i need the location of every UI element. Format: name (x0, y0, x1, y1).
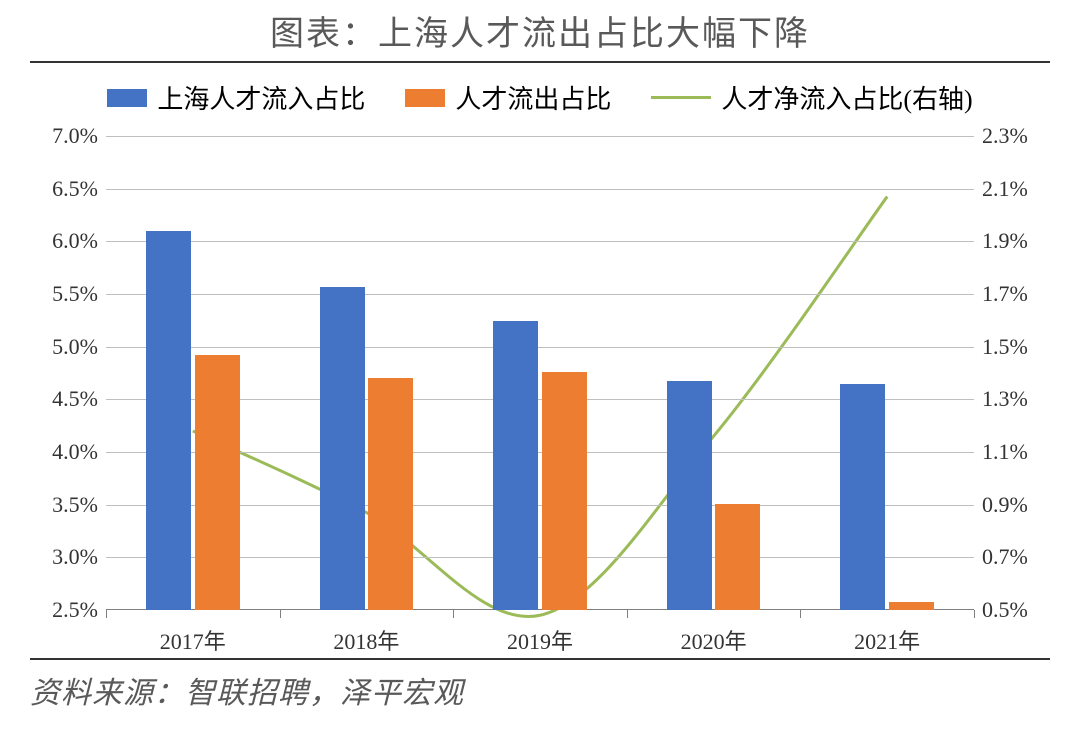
plot-area (106, 136, 974, 610)
y-right-tick: 0.9% (974, 492, 1050, 518)
y-right-tick: 1.7% (974, 281, 1050, 307)
net-line-path (193, 197, 887, 617)
x-tick-mark (280, 610, 281, 618)
y-left-tick: 2.5% (30, 597, 106, 623)
bar-inflow (320, 287, 365, 610)
y-left-tick: 4.5% (30, 386, 106, 412)
x-axis: 2017年 2018年 2019年 2020年 2021年 (106, 610, 974, 656)
x-tick-label: 2021年 (854, 624, 920, 656)
gridline (106, 136, 974, 137)
y-left-tick: 7.0% (30, 123, 106, 149)
x-tick-label: 2020年 (681, 624, 747, 656)
y-right-tick: 1.5% (974, 334, 1050, 360)
bar-outflow (889, 602, 934, 610)
x-tick-label: 2018年 (333, 624, 399, 656)
y-left-tick: 3.0% (30, 544, 106, 570)
y-axis-left: 2.5%3.0%3.5%4.0%4.5%5.0%5.5%6.0%6.5%7.0% (30, 136, 106, 610)
inflow-swatch (107, 89, 147, 107)
gridline (106, 347, 974, 348)
legend-label-inflow: 上海人才流入占比 (157, 79, 365, 116)
x-tick-mark (106, 610, 107, 618)
bar-inflow (493, 321, 538, 610)
divider-top (30, 61, 1050, 63)
y-left-tick: 5.0% (30, 334, 106, 360)
x-tick-mark (800, 610, 801, 618)
y-left-tick: 4.0% (30, 439, 106, 465)
y-right-tick: 1.1% (974, 439, 1050, 465)
y-left-tick: 6.5% (30, 176, 106, 202)
net-swatch (651, 96, 711, 99)
chart-area: 2.5% 3.0% 3.5% 4.0% 4.5% 5.0% 5.5% 6.0% 6.5% 7.0%… (30, 126, 1050, 656)
bar-inflow (146, 231, 191, 610)
bar-outflow (195, 355, 240, 610)
legend-item-net: 人才净流入占比(右轴) (651, 79, 972, 116)
y-right-tick: 0.7% (974, 544, 1050, 570)
bar-inflow (840, 384, 885, 610)
bar-inflow (667, 381, 712, 610)
x-tick-label: 2019年 (507, 624, 573, 656)
gridline (106, 189, 974, 190)
x-tick-mark (974, 610, 975, 618)
divider-bottom (30, 658, 1050, 660)
gridline (106, 294, 974, 295)
y-right-tick: 1.9% (974, 228, 1050, 254)
y-left-tick: 6.0% (30, 228, 106, 254)
y-left-tick: 3.5% (30, 492, 106, 518)
legend-item-inflow: 上海人才流入占比 (107, 79, 365, 116)
y-right-tick: 1.3% (974, 386, 1050, 412)
gridline (106, 241, 974, 242)
outflow-swatch (405, 89, 445, 107)
y-left-tick: 5.5% (30, 281, 106, 307)
x-tick-mark (627, 610, 628, 618)
bar-outflow (542, 372, 587, 610)
chart-title: 图表：上海人才流出占比大幅下降 (0, 0, 1080, 55)
legend: 上海人才流入占比 人才流出占比 人才净流入占比(右轴) (0, 79, 1080, 116)
y-axis-right: 0.5%0.7%0.9%1.1%1.3%1.5%1.7%1.9%2.1%2.3% (974, 136, 1050, 610)
legend-label-net: 人才净流入占比(右轴) (721, 79, 972, 116)
y-right-tick: 0.5% (974, 597, 1050, 623)
x-tick-label: 2017年 (160, 624, 226, 656)
y-right-tick: 2.1% (974, 176, 1050, 202)
legend-item-outflow: 人才流出占比 (405, 79, 611, 116)
legend-label-outflow: 人才流出占比 (455, 79, 611, 116)
bar-outflow (715, 504, 760, 610)
y-right-tick: 2.3% (974, 123, 1050, 149)
bar-outflow (368, 378, 413, 610)
source-text: 资料来源：智联招聘，泽平宏观 (30, 668, 1050, 712)
x-tick-mark (453, 610, 454, 618)
